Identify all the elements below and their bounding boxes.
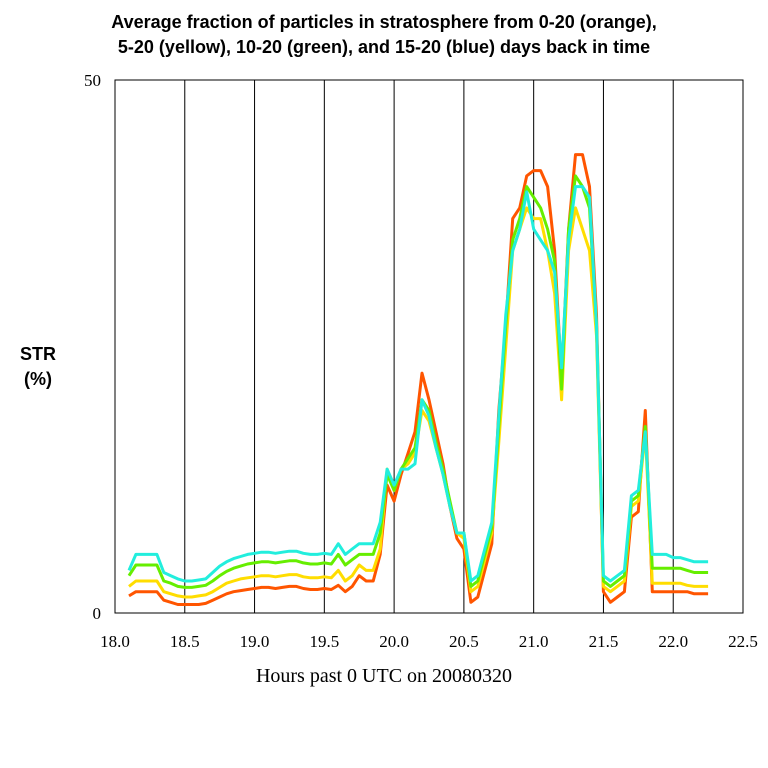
vertical-grid: [184, 80, 674, 613]
x-tick-label: 18.0: [100, 632, 130, 651]
x-axis-label: Hours past 0 UTC on 20080320: [256, 665, 512, 687]
x-tick-label: 18.5: [170, 632, 200, 651]
y-axis-label-line-1: STR: [20, 344, 56, 364]
x-tick-label: 20.5: [449, 632, 479, 651]
x-tick-label: 21.5: [589, 632, 619, 651]
y-tick-labels: 0 50: [84, 71, 101, 623]
y-tick-label: 50: [84, 71, 101, 90]
series-line-1: [128, 153, 709, 606]
x-tick-label: 19.5: [309, 632, 339, 651]
series-line-3: [127, 174, 709, 589]
x-tick-label: 21.0: [519, 632, 549, 651]
y-tick-label: 0: [93, 604, 102, 623]
x-tick-label: 19.0: [240, 632, 270, 651]
x-tick-label: 20.0: [379, 632, 409, 651]
plot-frame: [114, 79, 744, 614]
series-line-4: [127, 185, 709, 583]
y-axis-label-line-2: (%): [24, 369, 52, 389]
x-tick-label: 22.0: [658, 632, 688, 651]
chart-title-line-1: Average fraction of particles in stratos…: [111, 12, 656, 32]
x-tick-label: 22.5: [728, 632, 758, 651]
series-group: [127, 153, 709, 606]
x-tick-labels: 18.0 18.5 19.0 19.5 20.0 20.5 21.0 21.5 22.0 22.5: [100, 632, 758, 651]
chart-title-line-2: 5-20 (yellow), 10-20 (green), and 15-20 …: [118, 37, 650, 57]
